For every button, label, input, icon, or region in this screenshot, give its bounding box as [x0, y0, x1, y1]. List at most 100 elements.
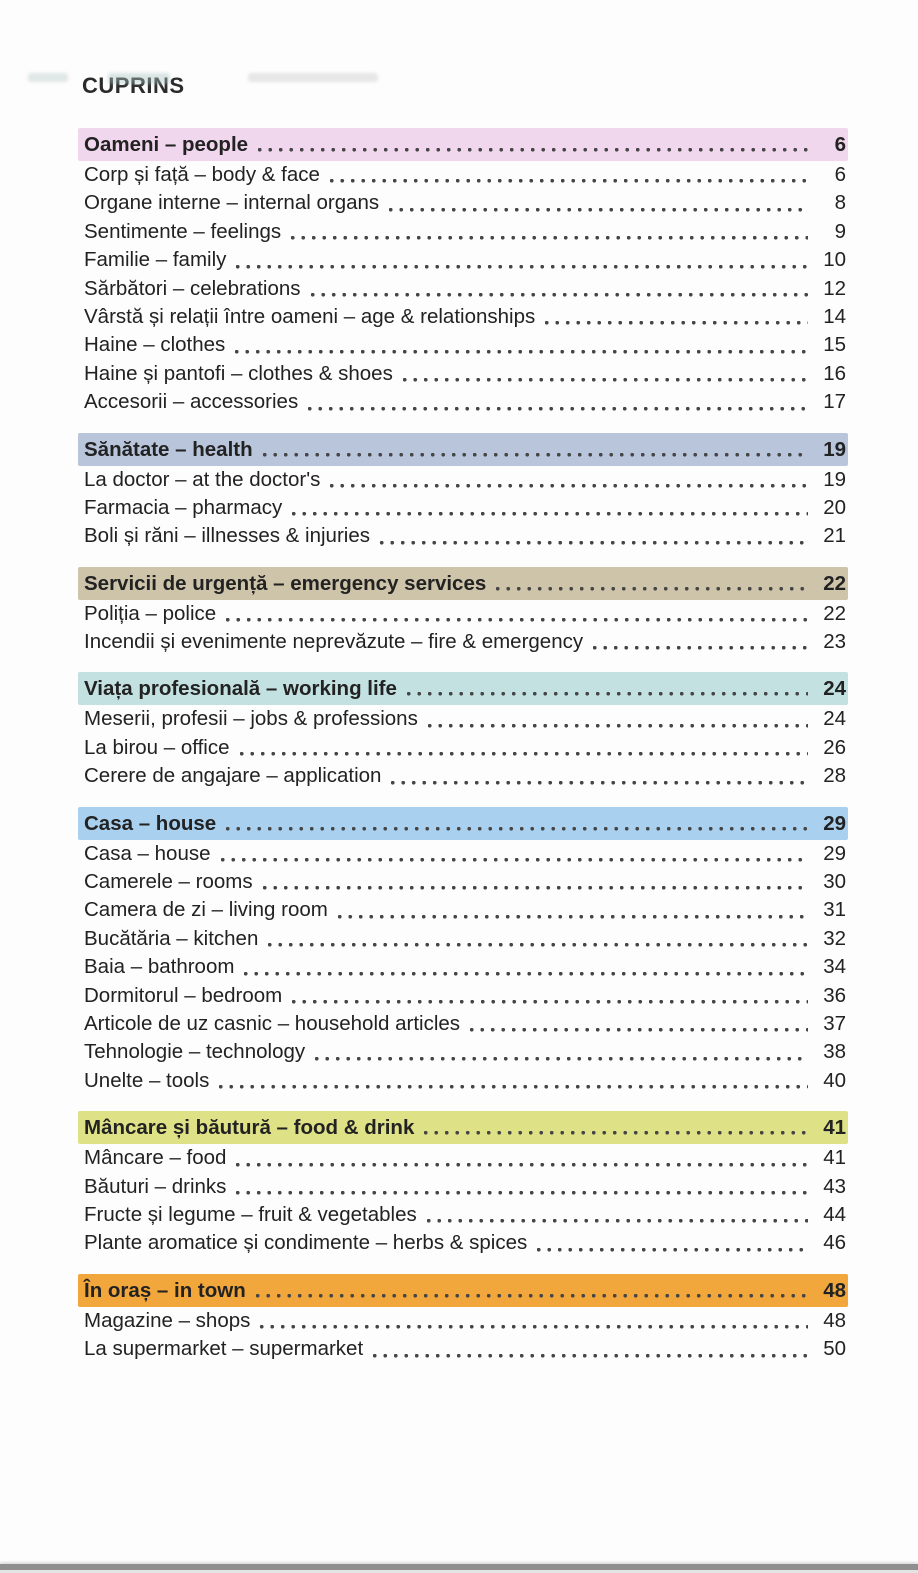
entry-label: Sentimente – feelings [84, 219, 282, 243]
dot-leader [292, 999, 808, 1004]
page-number: 29 [823, 811, 846, 835]
scan-artifact [108, 73, 170, 84]
toc-entry-row: La doctor – at the doctor's 19 [80, 466, 846, 494]
dot-leader [329, 179, 808, 184]
toc-entry-row: Bucătăria – kitchen 32 [80, 925, 846, 953]
page-number: 9 [834, 219, 846, 243]
dot-leader [291, 236, 808, 241]
dot-leader [373, 1353, 808, 1358]
dot-leader [260, 1325, 808, 1330]
dot-leader [219, 1085, 808, 1090]
dot-leader [236, 1162, 808, 1167]
page-number: 22 [823, 571, 846, 595]
entry-label: Tehnologie – technology [84, 1040, 306, 1064]
entry-label: Mâncare – food [84, 1146, 227, 1170]
page-number: 16 [823, 361, 846, 385]
toc-entry-row: Magazine – shops 48 [80, 1307, 846, 1335]
dot-leader [426, 1219, 808, 1224]
page-number: 44 [823, 1202, 846, 1226]
entry-label: Plante aromatice și condimente – herbs &… [84, 1231, 528, 1255]
toc-entry-row: Haine – clothes 15 [80, 331, 846, 359]
dot-leader [262, 886, 808, 891]
entry-label: La supermarket – supermarket [84, 1337, 364, 1361]
toc-entry-row: Mâncare – food 41 [80, 1144, 846, 1172]
page-number: 29 [823, 841, 846, 865]
toc-entry-row: Haine și pantofi – clothes & shoes 16 [80, 360, 846, 388]
page-number: 19 [823, 467, 846, 491]
page-number: 43 [823, 1174, 846, 1198]
dot-leader [258, 148, 808, 152]
page-number: 21 [823, 524, 846, 548]
dot-leader [236, 1190, 808, 1195]
page-number: 40 [823, 1068, 846, 1092]
page-number: 28 [823, 764, 846, 788]
section-title: În oraș – in town [84, 1278, 246, 1302]
toc-section: Mâncare și băutură – food & drink 41 Mânca… [78, 1111, 848, 1258]
toc-entry-row: Sărbători – celebrations 12 [80, 275, 846, 303]
entry-label: Unelte – tools [84, 1068, 210, 1092]
entry-label: Bucătăria – kitchen [84, 926, 259, 950]
entry-label: Meserii, profesii – jobs & professions [84, 707, 418, 731]
entry-label: Casa – house [84, 841, 211, 865]
toc-entry-row: Sentimente – feelings 9 [80, 218, 846, 246]
toc-entry-row: Organe interne – internal organs 8 [80, 189, 846, 217]
page-number: 30 [823, 870, 846, 894]
page-number: 48 [823, 1278, 846, 1302]
toc-entry-row: Accesorii – accessories 17 [80, 388, 846, 416]
dot-leader [236, 264, 808, 269]
dot-leader [244, 971, 808, 976]
dot-leader [330, 483, 808, 488]
page-number: 34 [823, 955, 846, 979]
entry-label: Corp și față – body & face [84, 163, 320, 186]
page-number: 24 [823, 677, 846, 701]
entry-label: Cerere de angajare – application [84, 764, 382, 788]
entry-label: Haine și pantofi – clothes & shoes [84, 361, 393, 385]
entry-label: Accesorii – accessories [84, 390, 299, 414]
dot-leader [310, 292, 808, 297]
toc-heading-row: În oraș – in town 48 [78, 1273, 848, 1307]
page-number: 23 [823, 630, 846, 654]
toc-entry-row: Camerele – rooms 30 [80, 868, 846, 896]
table-of-contents: Oameni – people 6 Corp și față – body & fa… [0, 128, 918, 1364]
entry-label: Organe interne – internal organs [84, 191, 380, 215]
dot-leader [427, 723, 808, 728]
entry-label: Poliția – police [84, 601, 217, 625]
page-number: 17 [823, 390, 846, 414]
page-number: 10 [823, 248, 846, 272]
toc-section: Viața profesională – working life 24 Meser… [78, 672, 848, 790]
toc-entry-row: Plante aromatice și condimente – herbs &… [80, 1229, 846, 1257]
entry-label: La doctor – at the doctor's [84, 467, 321, 491]
dot-leader [315, 1056, 808, 1061]
entry-label: Haine – clothes [84, 333, 226, 357]
dot-leader [292, 512, 808, 517]
section-title: Mâncare și băutură – food & drink [84, 1116, 415, 1140]
dot-leader [226, 618, 808, 623]
page-number: 38 [823, 1040, 846, 1064]
toc-heading-row: Oameni – people 6 [78, 128, 848, 161]
entry-label: Sărbători – celebrations [84, 276, 301, 300]
page-number: 32 [823, 926, 846, 950]
dot-leader [391, 780, 808, 785]
dot-leader [220, 858, 808, 863]
page-number: 20 [823, 495, 846, 519]
toc-entry-row: Dormitorul – bedroom 36 [80, 982, 846, 1010]
entry-label: Dormitorul – bedroom [84, 983, 283, 1007]
entry-label: Camera de zi – living room [84, 898, 328, 922]
section-title: Viața profesională – working life [84, 677, 397, 701]
entry-label: Magazine – shops [84, 1308, 251, 1332]
page-number: 22 [823, 601, 846, 625]
toc-entry-row: La supermarket – supermarket 50 [80, 1335, 846, 1363]
toc-entry-row: Băuturi – drinks 43 [80, 1173, 846, 1201]
dot-leader [470, 1028, 808, 1033]
dot-leader [239, 752, 808, 757]
dot-leader [226, 826, 808, 831]
dot-leader [337, 914, 808, 919]
entry-label: Boli și răni – illnesses & injuries [84, 524, 370, 548]
toc-entry-row: Poliția – police 22 [80, 600, 846, 628]
entry-label: Fructe și legume – fruit & vegetables [84, 1202, 417, 1226]
dot-leader [268, 943, 808, 948]
toc-entry-row: Familie – family 10 [80, 246, 846, 274]
scan-artifact [28, 73, 68, 82]
dot-leader [402, 378, 808, 383]
toc-entry-row: Casa – house 29 [80, 840, 846, 868]
